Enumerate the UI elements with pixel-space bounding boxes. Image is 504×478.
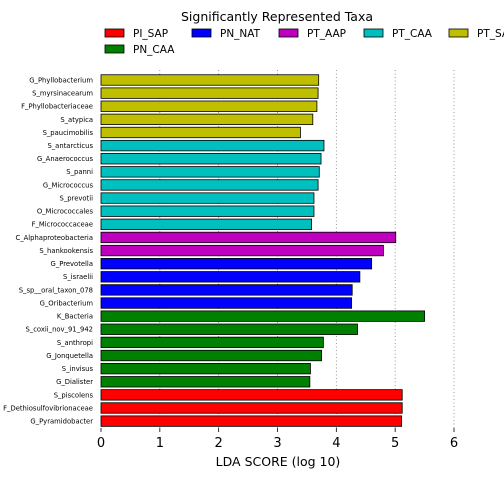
category-label: G_Anaerococcus <box>37 155 93 163</box>
bar <box>100 271 361 283</box>
category-label: S_anthropi <box>57 339 93 347</box>
legend: PI_SAP PN_NAT PT_AAP PT_CAA PT_SAP PN_CAA <box>104 28 504 56</box>
legend-swatch <box>191 28 212 38</box>
x-tick-label: 2 <box>215 436 223 451</box>
category-label: C_Alphaproteobacteria <box>15 234 93 242</box>
bar <box>100 100 318 112</box>
bar <box>100 323 358 335</box>
legend-label: PT_SAP <box>477 28 504 40</box>
category-label: F_Dethiosulfovibrionaceae <box>3 404 93 412</box>
bar <box>100 258 373 270</box>
x-tick-label: 0 <box>97 436 105 451</box>
category-label: S_invisus <box>62 365 94 373</box>
category-label: O_Micrococcales <box>37 208 94 216</box>
bar <box>100 179 319 191</box>
bar <box>100 310 425 322</box>
legend-item: PN_CAA <box>104 44 175 56</box>
bar <box>100 389 403 401</box>
x-tick-label: 1 <box>156 436 164 451</box>
category-label: S_coxii_nov_91_942 <box>25 326 93 334</box>
category-label: G_Phyllobacterium <box>29 76 93 84</box>
legend-item: PT_SAP <box>448 28 504 40</box>
bar <box>100 244 384 257</box>
legend-swatch <box>278 28 299 38</box>
bar <box>100 205 315 217</box>
legend-item: PT_AAP <box>278 28 346 40</box>
bar <box>100 402 403 414</box>
category-label: G_Jonquetella <box>46 352 93 360</box>
category-label: G_Prevotella <box>51 260 93 268</box>
category-label: S_hankookensis <box>39 247 93 255</box>
bar <box>100 113 314 126</box>
category-label: S_israelii <box>63 273 93 281</box>
bar <box>100 415 403 427</box>
category-label: S_atypica <box>60 116 93 124</box>
category-label: S_panni <box>66 168 93 176</box>
legend-item: PI_SAP <box>104 28 168 40</box>
bar <box>100 297 353 309</box>
category-label: F_Phyllobacteriaceae <box>21 103 93 111</box>
bar <box>100 74 320 86</box>
bar <box>100 336 324 349</box>
category-label: G_Dialister <box>56 378 93 386</box>
category-label: S_paucimobilis <box>43 129 94 137</box>
category-label: S_prevotii <box>60 194 94 202</box>
category-label: F_Micrococcaceae <box>32 221 93 229</box>
bar <box>100 139 325 152</box>
legend-label: PT_AAP <box>307 28 346 40</box>
category-labels: G_Phyllobacterium S_myrsinacearum F_Phyllo… <box>3 76 93 425</box>
bar <box>100 126 301 139</box>
category-label: G_Micrococcus <box>43 181 94 189</box>
category-label: S_sp__oral_taxon_078 <box>19 286 93 294</box>
bar <box>100 87 319 99</box>
bar <box>100 218 313 230</box>
legend-swatch <box>104 44 125 54</box>
category-label: G_Pyramidobacter <box>30 418 93 426</box>
legend-swatch <box>448 28 469 38</box>
x-axis-title: LDA SCORE (log 10) <box>216 454 341 469</box>
category-label: S_piscolens <box>54 391 94 399</box>
bars <box>100 74 425 427</box>
legend-label: PT_CAA <box>392 28 433 40</box>
bar <box>100 231 397 244</box>
x-tick-label: 4 <box>332 436 340 451</box>
legend-label: PI_SAP <box>133 28 168 40</box>
x-tick-label: 6 <box>450 436 458 451</box>
legend-label: PN_CAA <box>133 44 175 56</box>
bar <box>100 349 323 362</box>
x-axis-ticks: 0 1 2 3 4 5 6 <box>97 428 458 451</box>
x-tick-label: 3 <box>273 436 281 451</box>
legend-swatch <box>104 28 125 38</box>
x-tick-label: 5 <box>391 436 399 451</box>
category-label: K_Bacteria <box>57 313 93 321</box>
category-label: S_myrsinacearum <box>32 90 93 98</box>
bar <box>100 362 311 375</box>
legend-swatch <box>363 28 384 38</box>
chart-title: Significantly Represented Taxa <box>181 9 373 24</box>
category-label: G_Oribacterium <box>40 299 94 307</box>
category-label: S_antarcticus <box>47 142 93 150</box>
legend-label: PN_NAT <box>220 28 261 40</box>
bar <box>100 153 322 165</box>
legend-item: PN_NAT <box>191 28 261 40</box>
bar <box>100 166 320 178</box>
bar <box>100 284 353 296</box>
bar <box>100 192 315 204</box>
legend-item: PT_CAA <box>363 28 433 40</box>
bar <box>100 376 311 388</box>
